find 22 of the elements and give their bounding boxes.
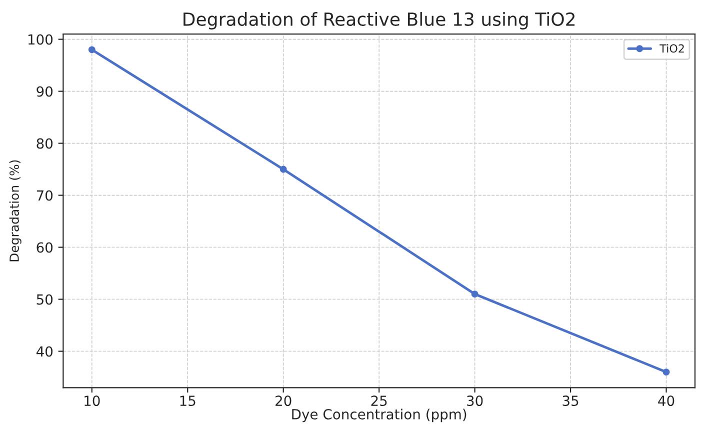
y-tick-label: 90 — [36, 86, 53, 97]
x-axis-title: Dye Concentration (ppm) — [292, 408, 466, 422]
x-tick-label: 20 — [276, 396, 292, 406]
y-tick-label: 100 — [28, 34, 53, 45]
point — [471, 290, 478, 298]
y-tick-label: 50 — [36, 294, 53, 305]
x-tick-label: 30 — [467, 396, 483, 406]
y-tick-label: 80 — [36, 138, 53, 149]
y-axis-title: Degradation (%) — [9, 160, 22, 262]
y-tick-label: 60 — [36, 242, 53, 253]
point — [88, 46, 96, 54]
y-tick-label: 40 — [36, 346, 53, 357]
x-tick-label: 25 — [371, 396, 387, 406]
point — [280, 166, 287, 173]
y-tick-label: 70 — [36, 190, 53, 201]
x-tick-label: 15 — [180, 396, 196, 406]
x-tick-label: 40 — [658, 396, 674, 406]
legend-label: TiO2 — [660, 44, 684, 53]
x-tick-label: 10 — [84, 396, 100, 406]
point — [662, 368, 670, 376]
x-tick-label: 35 — [562, 396, 578, 406]
chart-title: Degradation of Reactive Blue 13 using TiO2 — [184, 12, 575, 30]
